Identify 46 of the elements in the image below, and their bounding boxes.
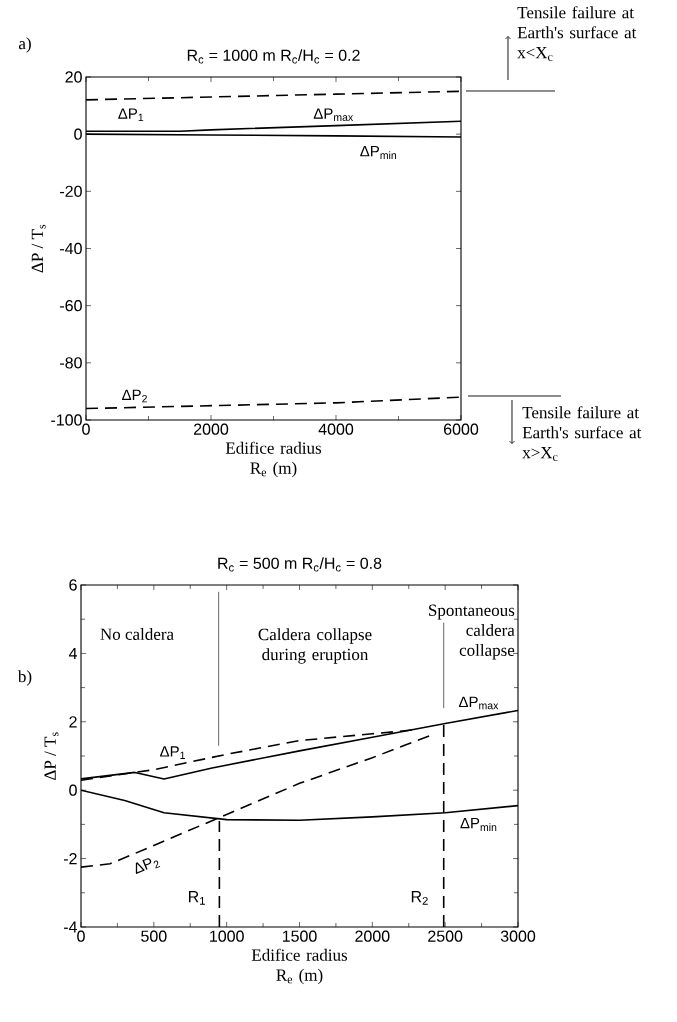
y-tick-label: 0 — [74, 128, 82, 140]
y-tick-label: 0 — [69, 784, 77, 796]
chart-title: R$_{c}$ = 500 m R$_{c}$/H$_{c}$ = 0.8 — [218, 557, 382, 572]
x-tick-label: 2000 — [355, 930, 390, 942]
y-tick-label: 2 — [69, 716, 77, 728]
series-label: ΔP$_{1}$ — [118, 108, 144, 122]
y-tick-label: 4 — [68, 647, 77, 659]
y-tick-label: 6 — [69, 579, 77, 591]
ref-line-label: R$_{2}$ — [411, 891, 428, 905]
annotation: Caldera collapse during eruption — [258, 628, 372, 664]
text: Tensile failure at Earth's surface at x<X$_{c}$ — [517, 6, 637, 61]
series-label: ΔP$_{1}$ — [159, 746, 185, 759]
y-tick-label: 20 — [65, 71, 82, 83]
annotation: No caldera — [100, 628, 174, 640]
x-tick-label: 2000 — [193, 423, 229, 435]
ref-line-label: R$_{1}$ — [188, 891, 205, 905]
x-tick-label: 500 — [141, 930, 167, 942]
y-tick-label: -80 — [59, 357, 82, 369]
x-tick-label: 3000 — [500, 930, 536, 942]
series-label: ΔP$_{min}$ — [360, 145, 396, 159]
x-tick-label: 2500 — [428, 930, 463, 942]
x-axis-title: Edifice radius R$_{e}$ (m) — [225, 441, 321, 478]
annotation: Spontaneous caldera collapse — [428, 604, 515, 660]
chart-title: R$_{c}$ = 1000 m R$_{c}$/H$_{c}$ = 0.2 — [187, 49, 360, 64]
series-label: ΔP$_{2}$ — [121, 389, 147, 403]
x-tick-label: 0 — [82, 423, 90, 435]
y-axis-title: ΔP / T$_{s}$ — [31, 224, 46, 273]
x-tick-label: 6000 — [443, 423, 479, 435]
x-tick-label: 1500 — [282, 930, 317, 942]
y-tick-label: -100 — [51, 414, 82, 426]
x-tick-label: 1000 — [210, 930, 244, 942]
y-axis-title: ΔP / T$_{s}$ — [44, 732, 59, 780]
y-tick-label: -2 — [63, 853, 77, 865]
x-axis-title: Edifice radius R$_{e}$ (m) — [251, 948, 347, 985]
text: b) — [17, 670, 32, 686]
y-tick-label: -40 — [59, 242, 82, 255]
y-tick-label: -60 — [59, 299, 82, 312]
series-label: ΔP$_{max}$ — [313, 108, 353, 122]
text: a) — [18, 37, 31, 53]
legend-label: ΔP$_{min}$ — [460, 817, 497, 831]
text: ΔP$_{2}$ — [135, 858, 161, 874]
series-label: ΔP$_{max}$ — [458, 696, 499, 710]
text: Tensile failure at Earth's surface at x>X$_{c}$ — [522, 406, 642, 461]
y-tick-label: -4 — [63, 921, 77, 933]
x-tick-label: 4000 — [318, 423, 354, 435]
y-tick-label: -20 — [59, 185, 82, 197]
